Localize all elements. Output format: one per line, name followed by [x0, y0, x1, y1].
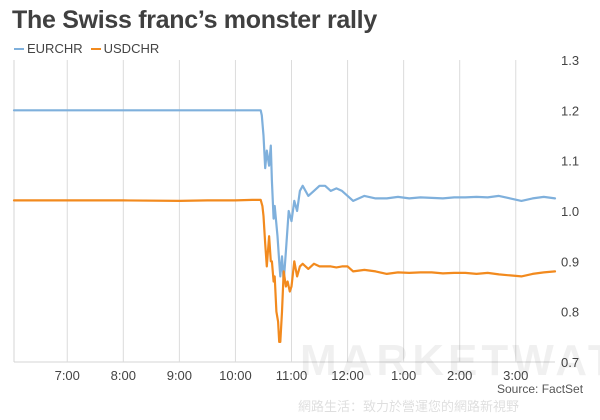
- x-tick-label: 12:00: [331, 368, 364, 383]
- grid-lines: [13, 60, 555, 363]
- x-tick-label: 11:00: [276, 368, 308, 383]
- x-axis: 7:00 8:00 9:00 10:00 11:00 12:00 1:00 2:00 3:00: [55, 368, 529, 383]
- source-note: Source: FactSet: [497, 382, 584, 396]
- y-axis: 0.7 0.8 0.9 1.0 1.1 1.2 1.3: [561, 53, 579, 370]
- y-tick-label: 1.0: [561, 204, 579, 219]
- legend-swatch-usdchr: [90, 47, 101, 50]
- y-tick-label: 0.8: [561, 305, 579, 320]
- y-tick-label: 1.2: [561, 103, 579, 118]
- series-layer: [12, 109, 557, 343]
- x-tick-label: 7:00: [55, 368, 80, 383]
- series-line-eurchr: [12, 109, 557, 283]
- x-tick-label: 9:00: [167, 368, 192, 383]
- legend-item-usdchr: USDCHR: [90, 41, 160, 56]
- legend-item-eurchr: EURCHR: [14, 41, 83, 56]
- y-tick-label: 0.7: [561, 355, 579, 370]
- chart-title: The Swiss franc’s monster rally: [12, 6, 377, 34]
- watermark-text: MARKETWATCH: [300, 336, 600, 385]
- x-tick-label: 8:00: [111, 368, 136, 383]
- x-tick-label: 1:00: [391, 368, 416, 383]
- watermark-subtext: 網路生活：致力於營運您的網路新視野: [298, 400, 520, 415]
- x-tick-label: 3:00: [503, 368, 528, 383]
- series-line-usdchr: [12, 198, 557, 343]
- x-tick-label: 10:00: [219, 368, 252, 383]
- legend-swatch-eurchr: [14, 47, 24, 50]
- y-tick-label: 1.1: [561, 154, 579, 169]
- legend-label-usdchr: USDCHR: [103, 41, 160, 56]
- y-tick-label: 1.3: [561, 53, 579, 68]
- x-tick-label: 2:00: [447, 368, 472, 383]
- y-tick-label: 0.9: [561, 254, 579, 269]
- legend-label-eurchr: EURCHR: [27, 41, 83, 56]
- chart-legend: EURCHR USDCHR: [14, 41, 167, 56]
